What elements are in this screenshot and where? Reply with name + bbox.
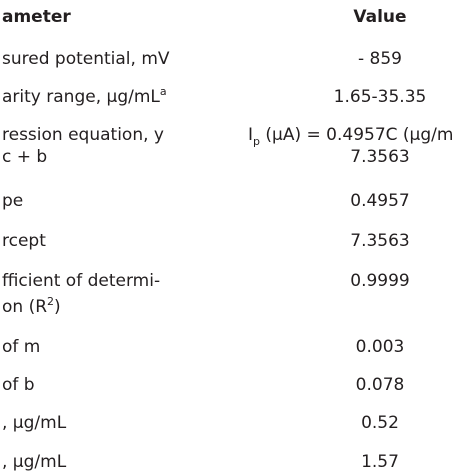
cell: 1.57 xyxy=(361,452,399,472)
header-value: Value xyxy=(353,7,406,27)
cell: 1.65-35.35 xyxy=(334,87,427,107)
cell: 0.078 xyxy=(356,375,405,395)
cell: sured potential, mV xyxy=(2,49,170,69)
header-parameter: ameter xyxy=(2,7,71,27)
cell: rcept xyxy=(2,231,46,251)
cell: ression equation, y xyxy=(2,125,164,145)
cell: 7.3563 xyxy=(350,147,409,167)
cell: , µg/mL xyxy=(2,413,67,433)
cell: c + b xyxy=(2,147,47,167)
superscript: a xyxy=(160,85,167,98)
cell: 0.003 xyxy=(356,337,405,357)
cell: pe xyxy=(2,191,23,211)
cell: 0.9999 xyxy=(350,271,409,291)
cell: 0.4957 xyxy=(350,191,409,211)
cell-text: arity range, µg/mL xyxy=(2,87,160,107)
cell: 0.52 xyxy=(361,413,399,433)
cell-text: ) xyxy=(54,297,61,317)
cell-text: (µA) = 0.4957C (µg/m xyxy=(260,125,453,145)
cell-text: I xyxy=(248,125,253,145)
cell: Ip (µA) = 0.4957C (µg/m xyxy=(248,125,453,148)
cell: arity range, µg/mLa xyxy=(2,85,167,107)
cell: - 859 xyxy=(358,49,402,69)
cell: , µg/mL xyxy=(2,452,67,472)
subscript: p xyxy=(253,135,260,148)
superscript: 2 xyxy=(47,295,54,308)
cell-text: on (R xyxy=(2,297,47,317)
cell: fficient of determi- xyxy=(2,271,160,291)
cell: on (R2) xyxy=(2,295,61,317)
cell: of m xyxy=(2,337,40,357)
cell: 7.3563 xyxy=(350,231,409,251)
cell: of b xyxy=(2,375,35,395)
